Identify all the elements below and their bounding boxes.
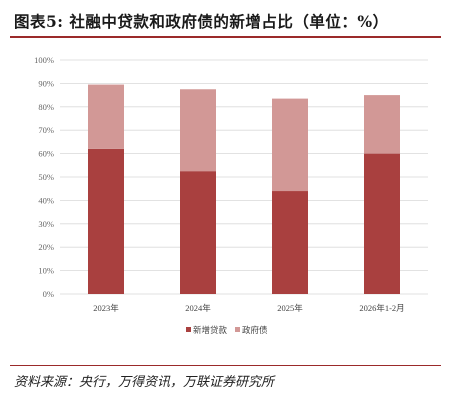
stacked-bar-chart: 0%10%20%30%40%50%60%70%80%90%100% 2023年 2…: [34, 55, 428, 336]
bar-loans: [180, 171, 216, 294]
legend-label-loans: 新增贷款: [193, 325, 228, 336]
x-tick-label: 2023年: [93, 303, 119, 313]
legend: 新增贷款 政府债: [186, 325, 268, 336]
y-tick-label: 50%: [38, 172, 54, 182]
x-tick-label: 2026年1-2月: [359, 303, 404, 313]
legend-label-gov-bonds: 政府债: [242, 325, 268, 336]
figure-title: 图表5: 社融中贷款和政府债的新增占比（单位：%）: [14, 12, 389, 31]
y-tick-label: 100%: [34, 55, 54, 65]
y-tick-label: 40%: [38, 195, 54, 205]
source-note: 资料来源：央行，万得资讯，万联证券研究所: [14, 375, 275, 390]
bar-gov-bonds: [272, 98, 308, 192]
bar-loans: [364, 153, 400, 294]
bars: [88, 84, 400, 294]
bar-gov-bonds: [364, 95, 400, 154]
y-tick-label: 90%: [38, 78, 54, 88]
y-tick-label: 60%: [38, 149, 54, 159]
y-axis: 0% 10% 20% 30% 40% 50% 60% 70% 80% 90% 100%: [34, 55, 54, 299]
legend-swatch-gov-bonds: [235, 327, 240, 332]
footer-divider: [10, 365, 441, 366]
y-tick-label: 80%: [38, 102, 54, 112]
x-tick-label: 2024年: [185, 303, 211, 313]
header-divider: [10, 36, 441, 38]
figure-header: 图表5: 社融中贷款和政府债的新增占比（单位：%）: [0, 0, 451, 38]
bar-loans: [88, 148, 124, 294]
legend-swatch-loans: [186, 327, 191, 332]
y-tick-label: 10%: [38, 266, 54, 276]
x-tick-label: 2025年: [277, 303, 303, 313]
y-tick-label: 70%: [38, 125, 54, 135]
bar-gov-bonds: [88, 84, 124, 149]
bar-gov-bonds: [180, 89, 216, 172]
y-tick-label: 0%: [43, 289, 54, 299]
y-tick-label: 20%: [38, 242, 54, 252]
x-axis: 2023年 2024年 2025年 2026年1-2月: [93, 303, 404, 313]
bar-loans: [272, 191, 308, 294]
y-tick-label: 30%: [38, 219, 54, 229]
